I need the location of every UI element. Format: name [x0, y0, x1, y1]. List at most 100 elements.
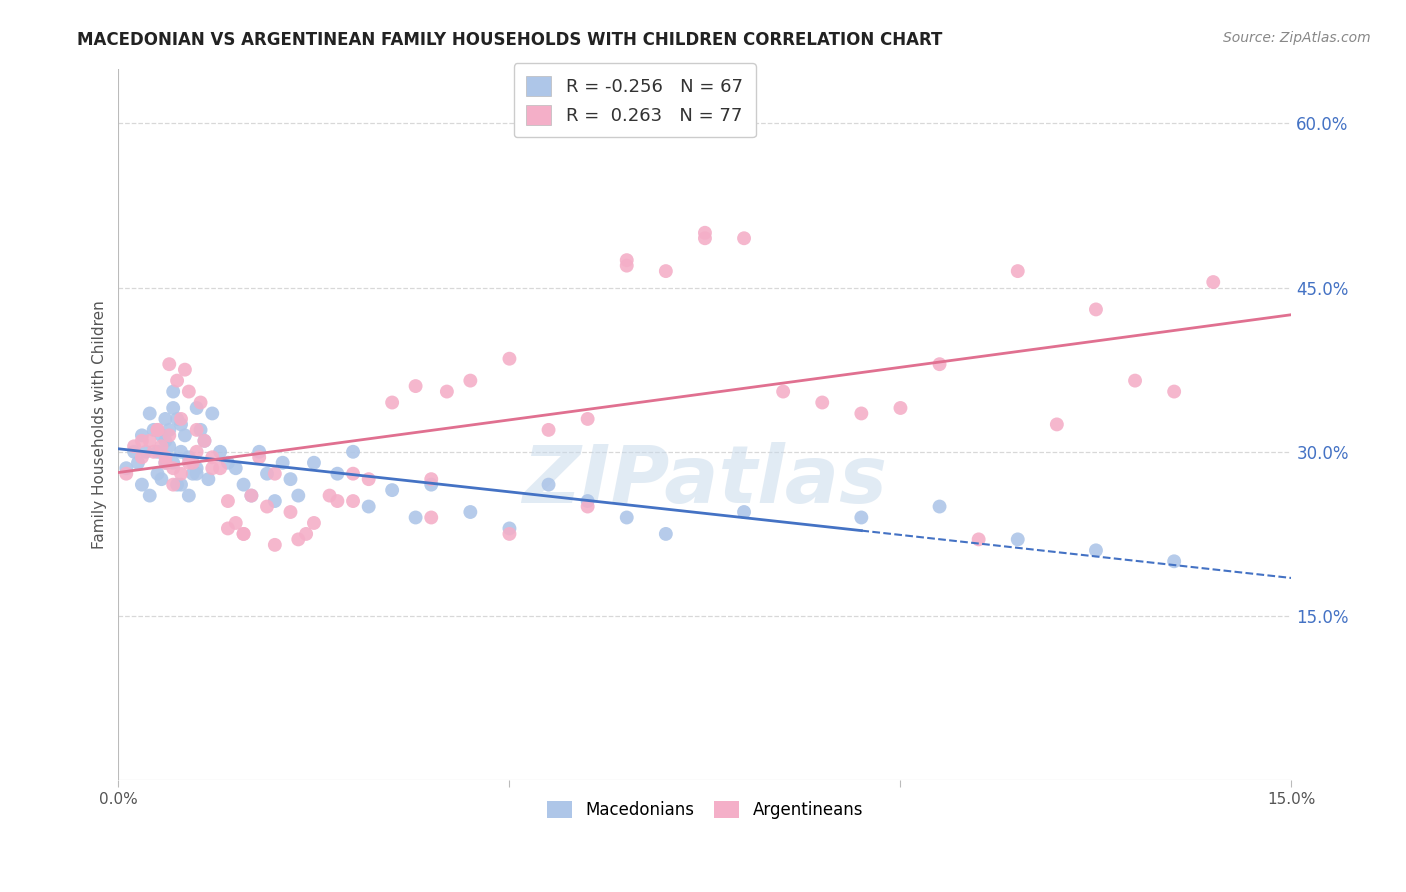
Point: [420, 477, 443, 491]
Point: [616, 510, 638, 524]
Point: [170, 444, 193, 458]
Point: [405, 510, 427, 524]
Point: [186, 444, 208, 458]
Point: [295, 527, 318, 541]
Point: [537, 477, 560, 491]
Point: [177, 489, 200, 503]
Point: [162, 401, 184, 415]
Point: [170, 477, 193, 491]
Point: [240, 489, 263, 503]
Point: [263, 494, 285, 508]
Point: [498, 527, 520, 541]
Point: [405, 379, 427, 393]
Point: [1084, 543, 1107, 558]
Point: [263, 467, 285, 481]
Point: [232, 527, 254, 541]
Point: [342, 494, 364, 508]
Point: [318, 489, 340, 503]
Point: [225, 516, 247, 530]
Point: [138, 407, 160, 421]
Point: [138, 434, 160, 448]
Point: [342, 467, 364, 481]
Point: [193, 434, 215, 448]
Point: [616, 259, 638, 273]
Point: [889, 401, 911, 415]
Point: [146, 467, 169, 481]
Point: [162, 456, 184, 470]
Point: [217, 521, 239, 535]
Point: [420, 510, 443, 524]
Point: [155, 456, 177, 470]
Point: [498, 351, 520, 366]
Point: [186, 423, 208, 437]
Point: [616, 253, 638, 268]
Point: [146, 423, 169, 437]
Point: [157, 439, 180, 453]
Point: [357, 472, 380, 486]
Point: [655, 527, 678, 541]
Point: [209, 461, 232, 475]
Point: [733, 231, 755, 245]
Point: [1007, 533, 1029, 547]
Point: [693, 231, 716, 245]
Point: [122, 444, 145, 458]
Legend: Macedonians, Argentineans: Macedonians, Argentineans: [540, 794, 870, 825]
Point: [1163, 554, 1185, 568]
Point: [342, 444, 364, 458]
Point: [157, 428, 180, 442]
Point: [166, 477, 188, 491]
Point: [436, 384, 458, 399]
Point: [115, 461, 138, 475]
Point: [928, 357, 950, 371]
Point: [174, 362, 197, 376]
Point: [122, 439, 145, 453]
Text: MACEDONIAN VS ARGENTINEAN FAMILY HOUSEHOLDS WITH CHILDREN CORRELATION CHART: MACEDONIAN VS ARGENTINEAN FAMILY HOUSEHO…: [77, 31, 942, 49]
Point: [115, 467, 138, 481]
Point: [1163, 384, 1185, 399]
Point: [302, 456, 325, 470]
Point: [201, 407, 224, 421]
Point: [157, 357, 180, 371]
Point: [232, 477, 254, 491]
Point: [460, 505, 482, 519]
Point: [326, 467, 349, 481]
Point: [135, 444, 157, 458]
Point: [1202, 275, 1225, 289]
Point: [146, 423, 169, 437]
Point: [131, 434, 153, 448]
Point: [170, 412, 193, 426]
Point: [693, 226, 716, 240]
Point: [174, 428, 197, 442]
Point: [225, 461, 247, 475]
Point: [197, 472, 219, 486]
Point: [190, 395, 212, 409]
Point: [287, 533, 309, 547]
Point: [181, 467, 204, 481]
Point: [381, 395, 404, 409]
Point: [967, 533, 990, 547]
Point: [460, 374, 482, 388]
Point: [498, 521, 520, 535]
Point: [811, 395, 834, 409]
Point: [193, 434, 215, 448]
Point: [186, 461, 208, 475]
Point: [177, 456, 200, 470]
Point: [420, 472, 443, 486]
Point: [576, 494, 599, 508]
Point: [1123, 374, 1146, 388]
Point: [162, 384, 184, 399]
Point: [162, 477, 184, 491]
Point: [1046, 417, 1069, 432]
Point: [131, 450, 153, 465]
Point: [733, 505, 755, 519]
Point: [181, 456, 204, 470]
Point: [155, 450, 177, 465]
Point: [186, 401, 208, 415]
Point: [280, 472, 302, 486]
Point: [217, 494, 239, 508]
Point: [357, 500, 380, 514]
Point: [146, 444, 169, 458]
Point: [302, 516, 325, 530]
Point: [247, 444, 270, 458]
Point: [201, 450, 224, 465]
